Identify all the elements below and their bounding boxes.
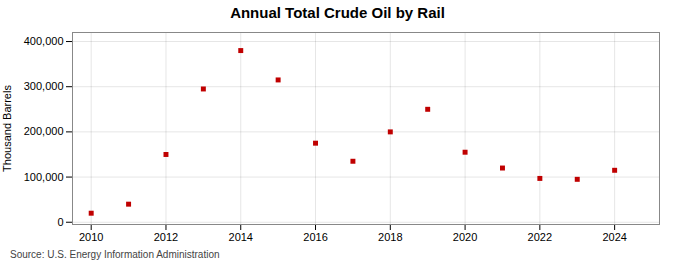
svg-text:400,000: 400,000 [24, 35, 64, 47]
svg-text:2018: 2018 [378, 231, 402, 243]
svg-text:Thousand Barrels: Thousand Barrels [1, 85, 13, 172]
html-text:Source: U.S. Energy Informatio: Source: U.S. Energy Information Administ… [10, 249, 220, 260]
svg-text:2020: 2020 [453, 231, 477, 243]
svg-text:2010: 2010 [79, 231, 103, 243]
svg-text:2016: 2016 [303, 231, 327, 243]
svg-text:200,000: 200,000 [24, 125, 64, 137]
svg-text:2012: 2012 [154, 231, 178, 243]
svg-text:2024: 2024 [602, 231, 626, 243]
svg-text:0: 0 [57, 216, 63, 228]
html-text:Annual Total Crude Oil by Rail: Annual Total Crude Oil by Rail [230, 4, 445, 21]
svg-text:2014: 2014 [229, 231, 253, 243]
svg-text:300,000: 300,000 [24, 80, 64, 92]
svg-text:2022: 2022 [528, 231, 552, 243]
svg-text:100,000: 100,000 [24, 171, 64, 183]
